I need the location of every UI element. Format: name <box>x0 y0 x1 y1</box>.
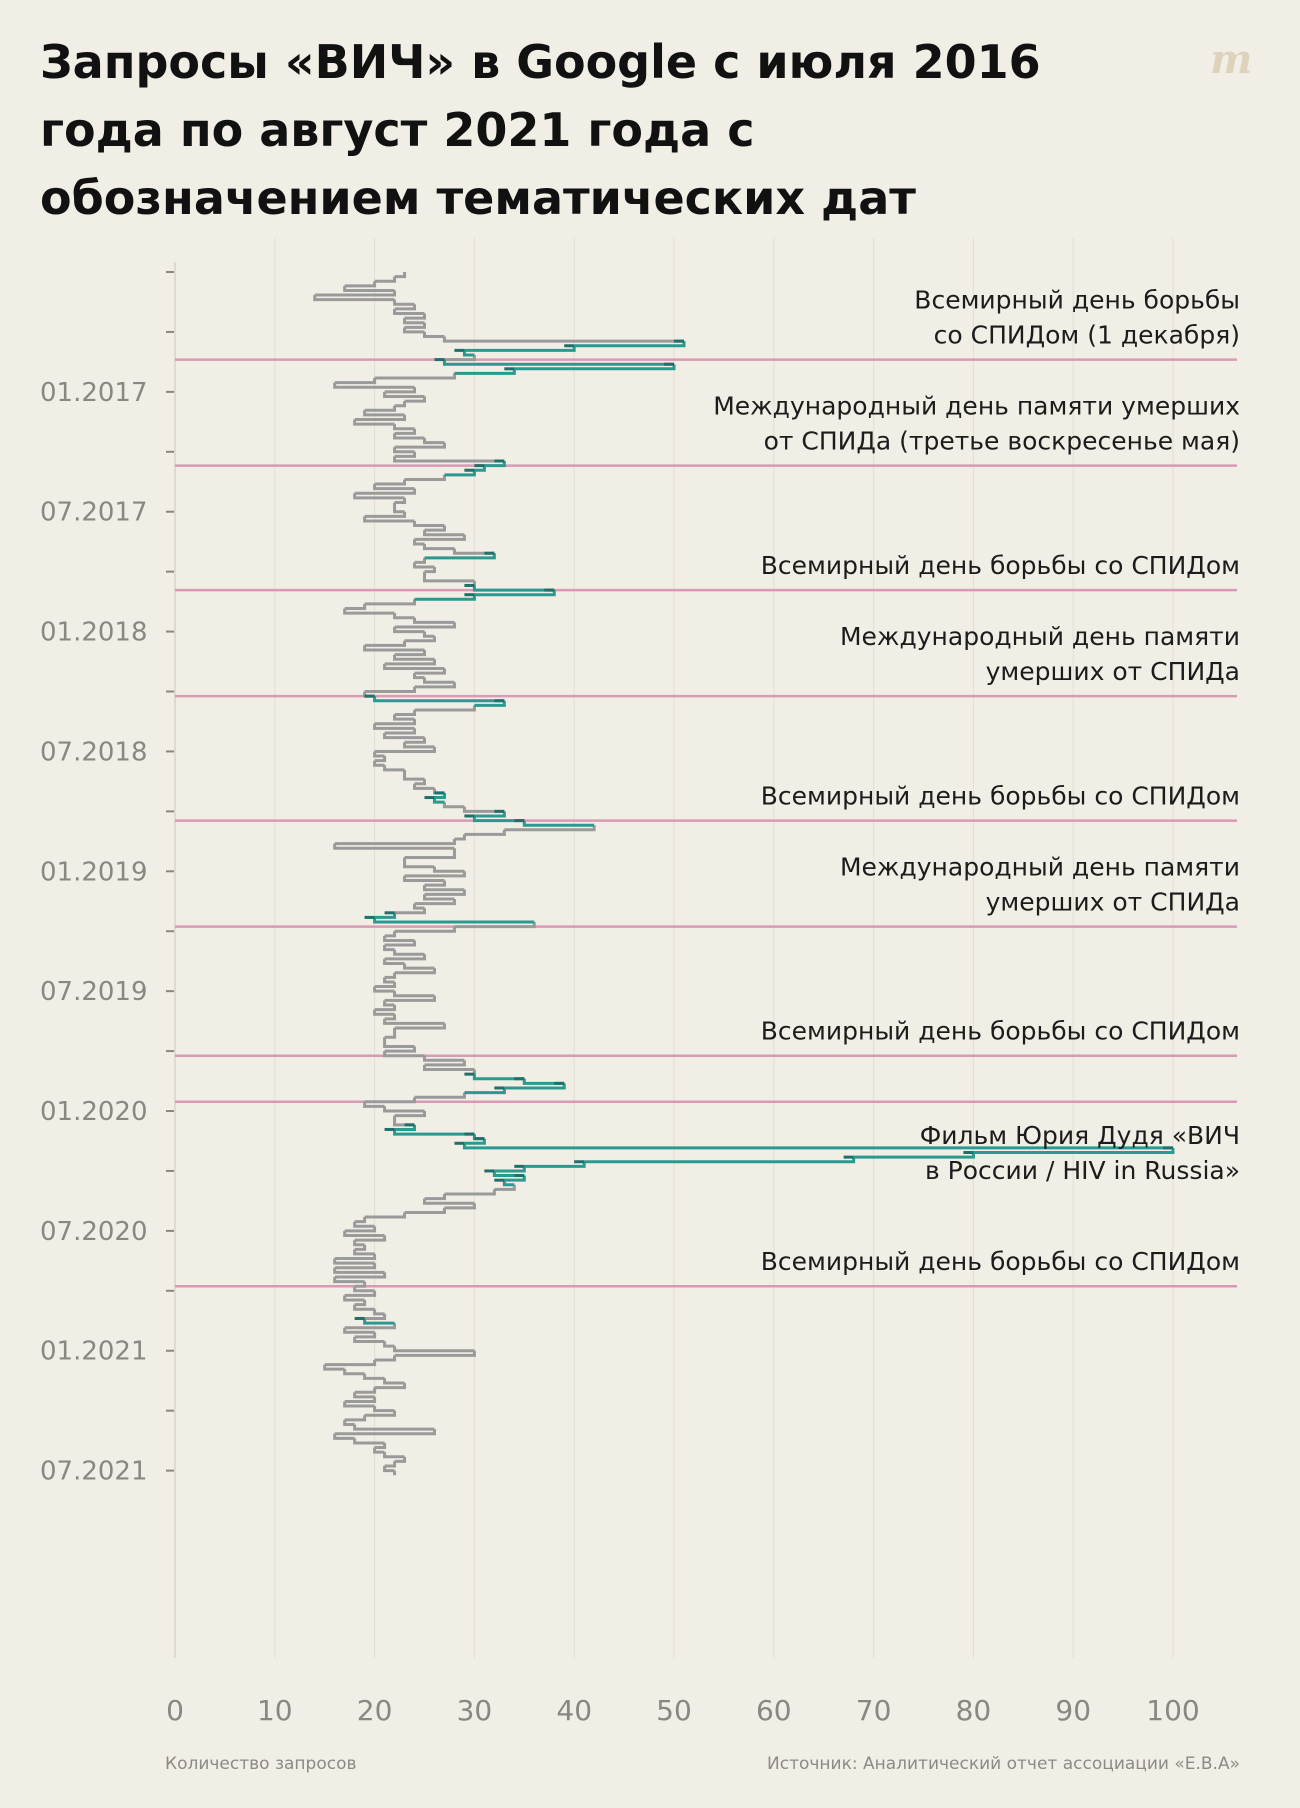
y-tick-label: 07.2021 <box>40 1457 148 1487</box>
x-tick-label: 40 <box>556 1694 592 1727</box>
chart-title: Запросы «ВИЧ» в Google с июля 2016 года … <box>40 35 1041 225</box>
event-label: умерших от СПИДа <box>986 657 1240 686</box>
series <box>313 272 1175 1476</box>
event-label: в России / HIV in Russia» <box>925 1156 1240 1185</box>
series-line-normal <box>313 272 684 1476</box>
x-tick-label: 80 <box>956 1694 992 1727</box>
grid <box>274 238 1174 1658</box>
y-tick-label: 01.2017 <box>40 378 148 408</box>
y-tick-label: 07.2020 <box>40 1217 148 1247</box>
event-label: Всемирный день борьбы со СПИДом <box>761 1247 1240 1276</box>
y-tick-label: 07.2019 <box>40 977 148 1007</box>
x-tick-label: 20 <box>357 1694 393 1727</box>
x-tick-label: 50 <box>656 1694 692 1727</box>
event-label: Международный день памяти <box>840 622 1240 651</box>
event-label: Всемирный день борьбы со СПИДом <box>761 551 1240 580</box>
y-tick-label: 07.2018 <box>40 737 148 767</box>
event-label: Всемирный день борьбы со СПИДом <box>761 1017 1240 1046</box>
meduza-logo: m <box>1210 36 1253 83</box>
y-tick-label: 01.2019 <box>40 857 148 887</box>
source-note: Источник: Аналитический отчет ассоциации… <box>767 1754 1240 1774</box>
x-tick-label: 30 <box>457 1694 493 1727</box>
x-tick-label: 100 <box>1146 1694 1199 1727</box>
event-label: Международный день памяти <box>840 853 1240 882</box>
y-axis: 01.2017 07.2017 01.2018 07.2018 01.2019 07.20… <box>40 262 176 1658</box>
annotations: Всемирный день борьбы со СПИДом (1 декабр… <box>713 286 1240 1277</box>
event-label: Фильм Юрия Дудя «ВИЧ <box>920 1121 1240 1150</box>
series-line-highlight <box>363 341 1175 1325</box>
y-tick-label: 01.2020 <box>40 1097 148 1127</box>
event-label: Всемирный день борьбы <box>914 286 1240 315</box>
event-label: со СПИДом (1 декабря) <box>934 321 1240 350</box>
x-tick-label: 60 <box>756 1694 792 1727</box>
x-axis: 0 10 20 30 40 50 60 70 80 90 100 <box>166 1694 1200 1727</box>
event-label: от СПИДа (третье воскресенье мая) <box>764 427 1240 456</box>
x-tick-label: 10 <box>257 1694 293 1727</box>
event-label: Международный день памяти умерших <box>713 392 1240 421</box>
event-label: Всемирный день борьбы со СПИДом <box>761 782 1240 811</box>
y-tick-label: 01.2021 <box>40 1337 148 1367</box>
event-label: умерших от СПИДа <box>986 888 1240 917</box>
x-axis-title: Количество запросов <box>165 1754 357 1774</box>
x-tick-label: 90 <box>1055 1694 1091 1727</box>
y-tick-label: 01.2018 <box>40 618 148 648</box>
event-lines <box>175 358 1237 1288</box>
x-tick-label: 0 <box>166 1694 184 1727</box>
y-tick-label: 07.2017 <box>40 498 148 528</box>
x-tick-label: 70 <box>856 1694 892 1727</box>
